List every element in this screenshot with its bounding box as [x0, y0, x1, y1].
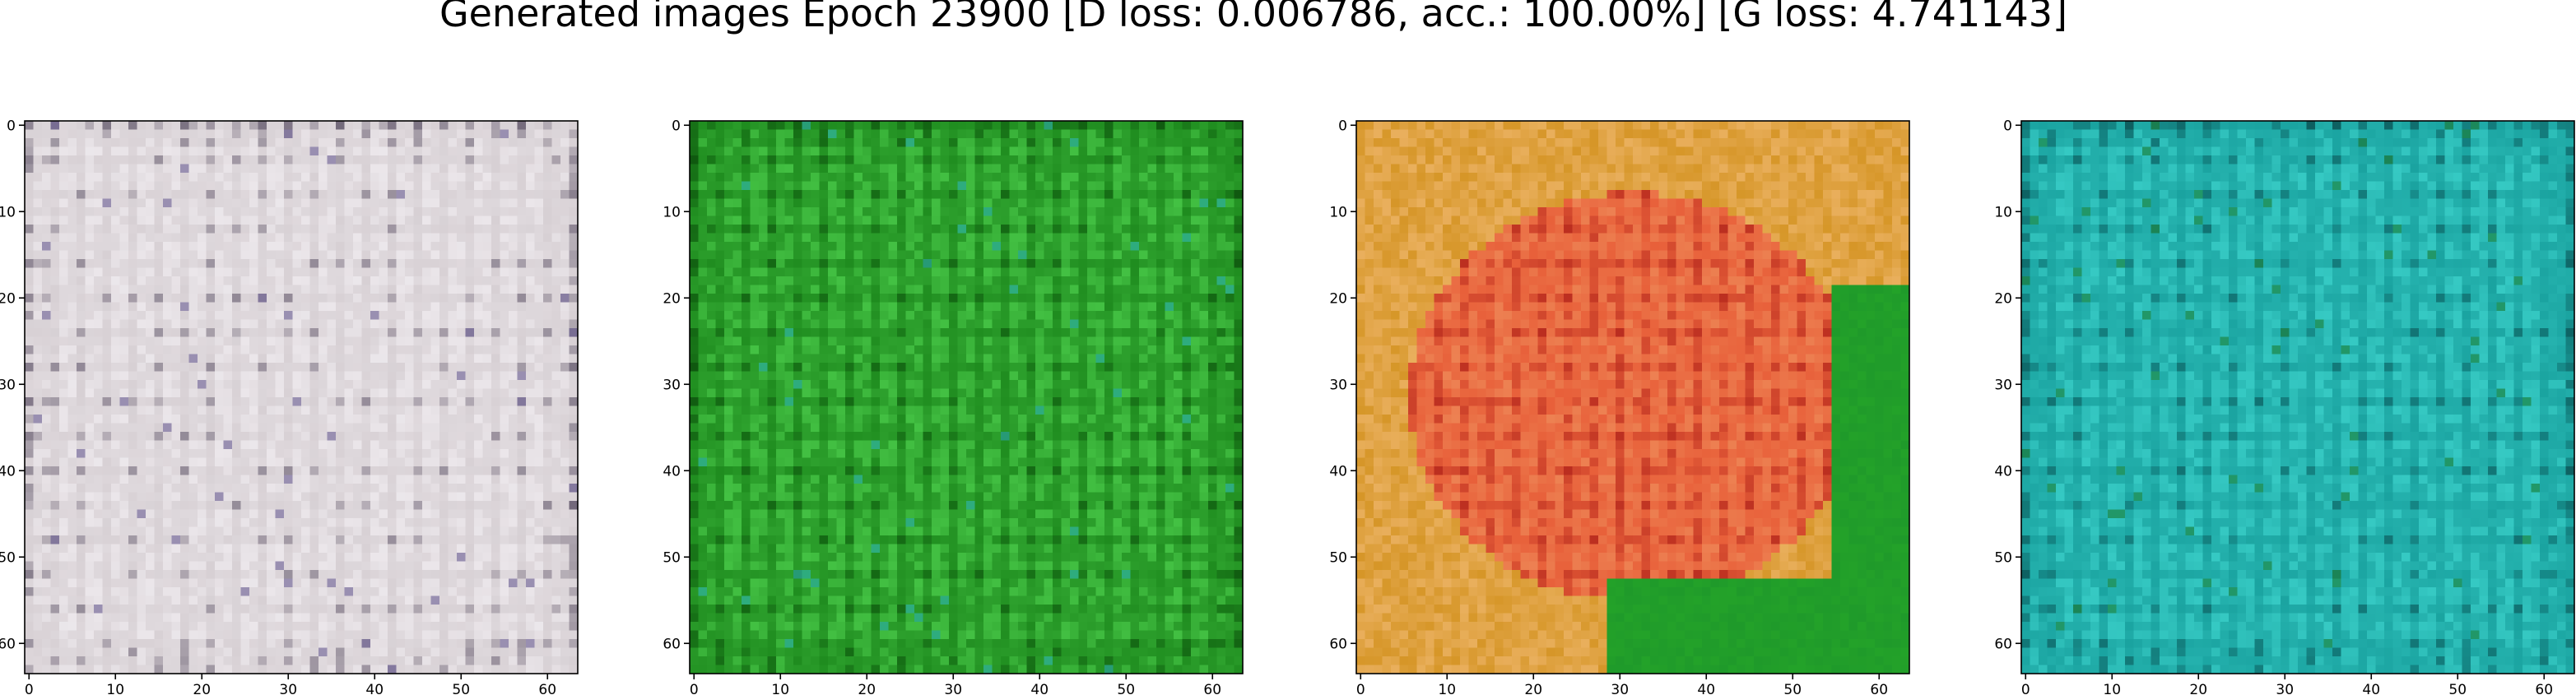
- panel-4: 0 10 20 30 40 50 60 0 10 20 30 40 50 60: [1994, 118, 2575, 695]
- y-tick-label: 0: [1338, 118, 1347, 134]
- x-tick-label: 50: [1117, 682, 1135, 695]
- panel-1: 0 10 20 30 40 50 60 0 10 20 30 40 50 60: [0, 118, 579, 695]
- x-tick-label: 20: [193, 682, 211, 695]
- y-tick-label: 60: [0, 636, 16, 652]
- y-tick-label: 0: [2003, 118, 2012, 134]
- x-tick-label: 50: [1783, 682, 1802, 695]
- y-tick-label: 40: [0, 463, 16, 480]
- generated-image: [1356, 121, 1910, 674]
- generated-image: [2021, 121, 2575, 674]
- axes-frame: [2020, 120, 2575, 674]
- x-tick-label: 0: [1356, 682, 1365, 695]
- y-tick-label: 20: [1994, 290, 2012, 307]
- x-tick-label: 10: [106, 682, 124, 695]
- x-tick-label: 40: [2362, 682, 2380, 695]
- y-tick-label: 60: [663, 636, 681, 652]
- y-tick-label: 40: [1994, 463, 2012, 480]
- y-tick-label: 40: [1329, 463, 1347, 480]
- y-tick-label: 20: [1329, 290, 1347, 307]
- y-tick-label: 40: [663, 463, 681, 480]
- x-tick-label: 20: [2189, 682, 2207, 695]
- y-tick-label: 60: [1329, 636, 1347, 652]
- x-tick-label: 30: [2276, 682, 2294, 695]
- y-tick-label: 30: [663, 377, 681, 393]
- x-tick-label: 40: [365, 682, 384, 695]
- y-tick-label: 30: [1329, 377, 1347, 393]
- y-tick-label: 30: [0, 377, 16, 393]
- x-tick-label: 60: [1203, 682, 1221, 695]
- x-tick-label: 40: [1697, 682, 1715, 695]
- x-tick-label: 60: [2535, 682, 2553, 695]
- y-tick-label: 20: [663, 290, 681, 307]
- panel-3: 0 10 20 30 40 50 60 0 10 20 30 40 50 60: [1329, 118, 1910, 695]
- y-tick-label: 0: [7, 118, 16, 134]
- y-tick-label: 10: [663, 204, 681, 220]
- x-tick-label: 20: [858, 682, 876, 695]
- axes-frame: [689, 120, 1244, 674]
- y-tick-label: 50: [1329, 549, 1347, 566]
- x-tick-label: 0: [25, 682, 34, 695]
- y-tick-label: 10: [0, 204, 16, 220]
- y-tick-label: 0: [672, 118, 681, 134]
- x-tick-label: 10: [1438, 682, 1456, 695]
- y-tick-label: 50: [0, 549, 16, 566]
- y-tick-label: 10: [1329, 204, 1347, 220]
- x-tick-label: 10: [2103, 682, 2121, 695]
- x-tick-label: 30: [944, 682, 962, 695]
- x-tick-label: 50: [452, 682, 470, 695]
- generated-image: [25, 121, 579, 674]
- x-tick-label: 20: [1524, 682, 1542, 695]
- x-tick-label: 40: [1030, 682, 1049, 695]
- x-tick-label: 10: [771, 682, 789, 695]
- y-tick-label: 10: [1994, 204, 2012, 220]
- x-tick-label: 30: [1611, 682, 1629, 695]
- y-tick-label: 30: [1994, 377, 2012, 393]
- y-tick-label: 50: [1994, 549, 2012, 566]
- axes-frame: [1355, 120, 1910, 674]
- panel-2: 0 10 20 30 40 50 60 0 10 20 30 40 50 60: [663, 118, 1244, 695]
- axes-frame: [24, 120, 579, 674]
- x-tick-label: 0: [690, 682, 699, 695]
- figure-title: Generated images Epoch 23900 [D loss: 0.…: [439, 0, 2067, 35]
- y-tick-label: 50: [663, 549, 681, 566]
- y-tick-label: 60: [1994, 636, 2012, 652]
- x-tick-label: 60: [1870, 682, 1888, 695]
- x-tick-label: 50: [2448, 682, 2467, 695]
- x-tick-label: 60: [538, 682, 556, 695]
- x-tick-label: 30: [279, 682, 297, 695]
- x-tick-label: 0: [2021, 682, 2030, 695]
- y-tick-label: 20: [0, 290, 16, 307]
- generated-image: [690, 121, 1244, 674]
